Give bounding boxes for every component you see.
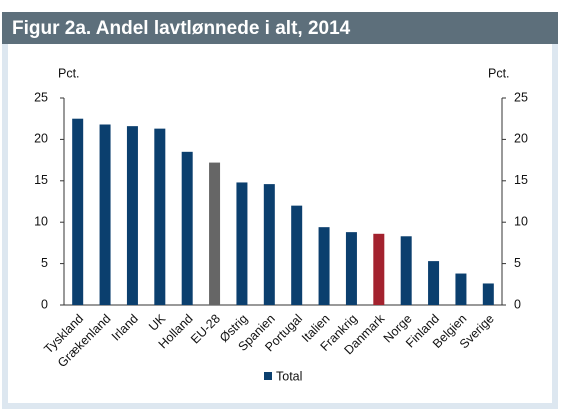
y2-axis-label: Pct. [488, 66, 510, 80]
y2-tick-label: 15 [514, 173, 528, 187]
y2-tick-label: 25 [514, 90, 528, 104]
bar [99, 124, 111, 305]
bar [482, 283, 494, 305]
y-tick-label: 20 [34, 132, 48, 146]
bar [181, 151, 193, 305]
y2-tick-label: 20 [514, 132, 528, 146]
y-tick-label: 5 [41, 256, 48, 270]
plot-panel [8, 44, 552, 403]
legend-swatch [264, 372, 272, 380]
y2-tick-label: 0 [514, 297, 521, 311]
chart-title: Figur 2a. Andel lavtlønnede i alt, 2014 [12, 18, 351, 39]
y-tick-label: 10 [34, 214, 48, 228]
y2-tick-label: 5 [514, 256, 521, 270]
legend-label: Total [276, 369, 302, 383]
bar [126, 126, 138, 305]
bar [263, 184, 275, 305]
bar [428, 261, 440, 305]
bar [72, 118, 84, 305]
title-bar [2, 12, 558, 44]
bar [154, 128, 166, 305]
bar [236, 182, 248, 305]
bar [209, 162, 221, 305]
y-tick-label: 15 [34, 173, 48, 187]
y-tick-label: 0 [41, 297, 48, 311]
bar [291, 205, 303, 305]
y2-tick-label: 10 [514, 214, 528, 228]
bar [373, 233, 385, 305]
bar [318, 227, 330, 305]
bar [455, 273, 467, 305]
bar [400, 236, 412, 305]
y-tick-label: 25 [34, 90, 48, 104]
bar [345, 232, 357, 305]
y-axis-label: Pct. [58, 66, 80, 80]
